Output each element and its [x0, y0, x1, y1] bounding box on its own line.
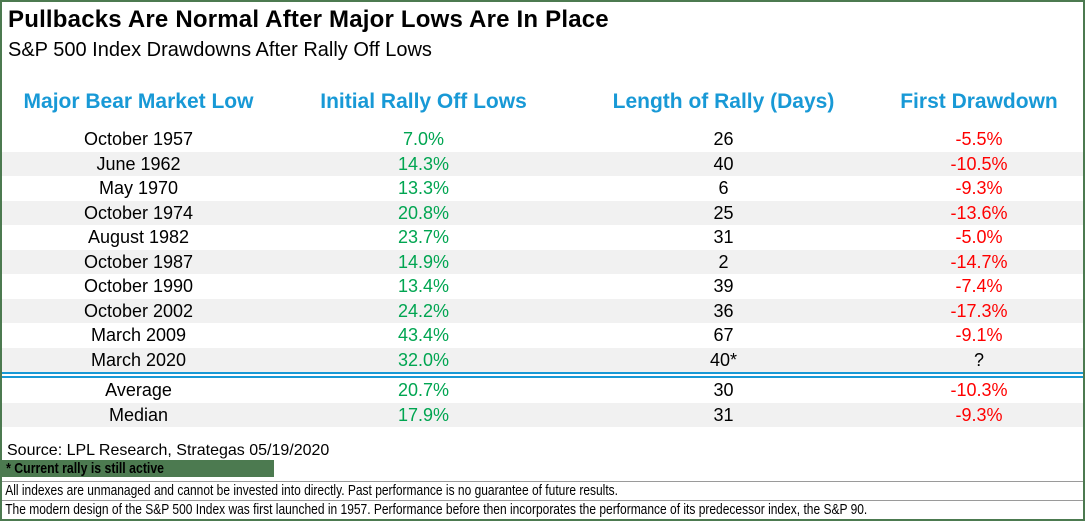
disclaimer-line-2: The modern design of the S&P 500 Index w…	[2, 500, 1083, 519]
footnote-highlight-bar: * Current rally is still active	[2, 460, 274, 477]
table-row: October 1987 14.9% 2 -14.7%	[2, 249, 1083, 274]
cell-rally-length: 26	[713, 129, 734, 150]
table-row: October 1957 7.0% 26 -5.5%	[2, 127, 1083, 152]
cell-first-drawdown: -10.5%	[950, 153, 1008, 174]
table-summary: Average 20.7% 30 -10.3% Median 17.9% 31 -9.3%	[2, 378, 1083, 427]
cell-rally-length: 31	[713, 227, 734, 248]
table-row: May 1970 13.3% 6 -9.3%	[2, 176, 1083, 201]
table-row: Median 17.9% 31 -9.3%	[2, 402, 1083, 427]
cell-initial-rally: 14.3%	[397, 153, 450, 174]
page-title: Pullbacks Are Normal After Major Lows Ar…	[8, 6, 609, 33]
cell-first-drawdown: ?	[973, 349, 984, 370]
cell-bear-market-low: October 1990	[83, 276, 194, 297]
cell-initial-rally: 23.7%	[397, 227, 450, 248]
cell-first-drawdown: -7.4%	[955, 276, 1003, 297]
disclaimer-line-2-text: The modern design of the S&P 500 Index w…	[5, 501, 868, 518]
table-row: March 2020 32.0% 40*?	[2, 347, 1083, 372]
summary-separator-double-line	[2, 372, 1083, 378]
cell-bear-market-low: Average	[105, 380, 172, 401]
disclaimer-block: All indexes are unmanaged and cannot be …	[2, 481, 1083, 519]
cell-rally-length: 40	[713, 153, 734, 174]
table-row: June 1962 14.3% 40 -10.5%	[2, 151, 1083, 176]
footnote-text: * Current rally is still active	[6, 460, 165, 477]
cell-initial-rally: 20.8%	[397, 202, 450, 223]
table-row: October 1990 13.4% 39 -7.4%	[2, 274, 1083, 299]
cell-initial-rally: 24.2%	[397, 300, 450, 321]
column-header-major-bear-market-low: Major Bear Market Low	[23, 89, 254, 113]
cell-initial-rally: 17.9%	[397, 404, 450, 425]
table-row: October 1974 20.8% 25 -13.6%	[2, 200, 1083, 225]
column-header-rally-length: Length of Rally (Days)	[612, 89, 835, 113]
cell-rally-length: 25	[713, 202, 734, 223]
cell-bear-market-low: May 1970	[98, 178, 179, 199]
disclaimer-line-1-text: All indexes are unmanaged and cannot be …	[5, 482, 619, 499]
cell-bear-market-low: March 2009	[90, 325, 187, 346]
cell-rally-length: 31	[713, 404, 734, 425]
cell-first-drawdown: -5.5%	[955, 129, 1003, 150]
cell-rally-length: 67	[713, 325, 734, 346]
cell-initial-rally: 32.0%	[397, 349, 450, 370]
cell-bear-market-low: October 1957	[83, 129, 194, 150]
cell-rally-length: 2	[718, 251, 729, 272]
cell-first-drawdown: -5.0%	[955, 227, 1003, 248]
cell-first-drawdown: -17.3%	[950, 300, 1008, 321]
page-subtitle: S&P 500 Index Drawdowns After Rally Off …	[8, 39, 432, 61]
cell-first-drawdown: -14.7%	[950, 251, 1008, 272]
disclaimer-line-1: All indexes are unmanaged and cannot be …	[2, 481, 1083, 500]
cell-bear-market-low: October 1974	[83, 202, 194, 223]
cell-rally-length: 39	[713, 276, 734, 297]
cell-initial-rally: 7.0%	[402, 129, 445, 150]
cell-first-drawdown: -10.3%	[950, 380, 1008, 401]
cell-initial-rally: 43.4%	[397, 325, 450, 346]
cell-rally-length: 30	[713, 380, 734, 401]
table-header-row: Major Bear Market Low Initial Rally Off …	[2, 87, 1083, 116]
cell-bear-market-low: March 2020	[90, 349, 187, 370]
cell-first-drawdown: -9.3%	[955, 404, 1003, 425]
cell-rally-length: 36	[713, 300, 734, 321]
column-header-first-drawdown: First Drawdown	[900, 89, 1058, 113]
cell-rally-length: 6	[718, 178, 729, 199]
cell-initial-rally: 20.7%	[397, 380, 450, 401]
cell-initial-rally: 13.3%	[397, 178, 450, 199]
cell-bear-market-low: August 1982	[87, 227, 190, 248]
table-row: October 2002 24.2% 36 -17.3%	[2, 298, 1083, 323]
source-text: Source: LPL Research, Strategas 05/19/20…	[7, 442, 330, 459]
column-header-initial-rally: Initial Rally Off Lows	[320, 89, 527, 113]
cell-bear-market-low: October 1987	[83, 251, 194, 272]
table-body: October 1957 7.0% 26 -5.5% June 1962 14.3% 40-…	[2, 127, 1083, 372]
cell-initial-rally: 14.9%	[397, 251, 450, 272]
cell-initial-rally: 13.4%	[397, 276, 450, 297]
table-row: March 2009 43.4% 67 -9.1%	[2, 323, 1083, 348]
cell-bear-market-low: June 1962	[96, 153, 181, 174]
table-row: Average 20.7% 30 -10.3%	[2, 378, 1083, 403]
cell-bear-market-low: October 2002	[83, 300, 194, 321]
table-row: August 1982 23.7% 31 -5.0%	[2, 225, 1083, 250]
cell-first-drawdown: -9.1%	[955, 325, 1003, 346]
cell-first-drawdown: -13.6%	[950, 202, 1008, 223]
cell-rally-length: 40*	[709, 349, 738, 370]
cell-first-drawdown: -9.3%	[955, 178, 1003, 199]
cell-bear-market-low: Median	[108, 404, 169, 425]
